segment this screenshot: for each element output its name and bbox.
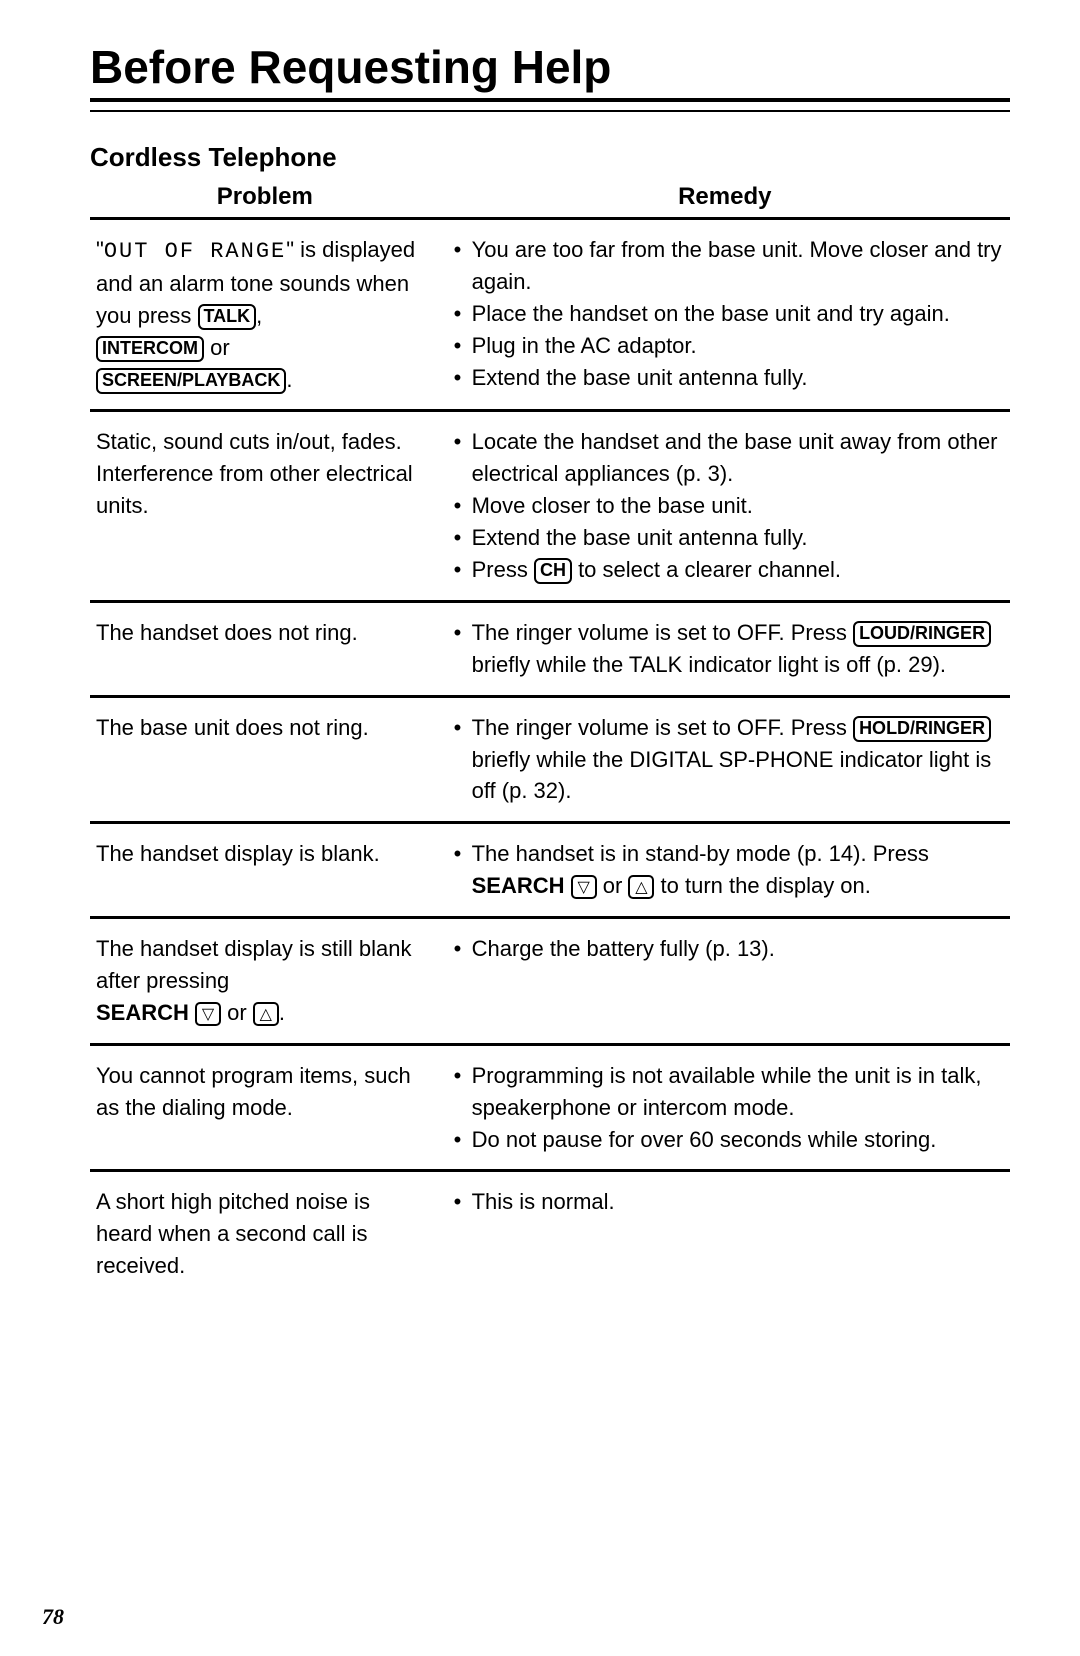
bullet-icon: • bbox=[454, 617, 472, 681]
up-arrow-icon: △ bbox=[253, 1002, 279, 1026]
remedy-text: The handset is in stand-by mode (p. 14).… bbox=[472, 838, 1010, 902]
text: The ringer volume is set to OFF. Press bbox=[472, 715, 853, 740]
text: The handset is in stand-by mode (p. 14).… bbox=[472, 841, 929, 866]
table-row: "OUT OF RANGE" is displayed and an alarm… bbox=[90, 220, 1010, 412]
problem-cell: The handset display is still blank after… bbox=[90, 933, 440, 1029]
problem-cell: "OUT OF RANGE" is displayed and an alarm… bbox=[90, 234, 440, 395]
text: briefly while the TALK indicator light i… bbox=[472, 652, 946, 677]
text: to turn the display on. bbox=[654, 873, 870, 898]
remedy-text: Do not pause for over 60 seconds while s… bbox=[472, 1124, 1010, 1156]
table-row: The handset does not ring. •The ringer v… bbox=[90, 603, 1010, 698]
problem-cell: A short high pitched noise is heard when… bbox=[90, 1186, 440, 1282]
text: or bbox=[597, 873, 629, 898]
subtitle: Cordless Telephone bbox=[90, 142, 1010, 173]
remedy-cell: •Locate the handset and the base unit aw… bbox=[440, 426, 1010, 585]
table-row: Static, sound cuts in/out, fades. Interf… bbox=[90, 412, 1010, 602]
problem-cell: Static, sound cuts in/out, fades. Interf… bbox=[90, 426, 440, 585]
ch-button-icon: CH bbox=[534, 558, 572, 584]
remedy-cell: •The ringer volume is set to OFF. Press … bbox=[440, 712, 1010, 808]
intercom-button-icon: INTERCOM bbox=[96, 336, 204, 362]
bullet-icon: • bbox=[454, 933, 472, 965]
remedy-text: Plug in the AC adaptor. bbox=[472, 330, 1010, 362]
remedy-text: Programming is not available while the u… bbox=[472, 1060, 1010, 1124]
text: . bbox=[279, 1000, 285, 1025]
text: " bbox=[96, 237, 104, 262]
remedy-text: You are too far from the base unit. Move… bbox=[472, 234, 1010, 298]
bullet-icon: • bbox=[454, 554, 472, 586]
troubleshooting-table: "OUT OF RANGE" is displayed and an alarm… bbox=[90, 217, 1010, 1296]
out-of-range-text: OUT OF RANGE bbox=[104, 239, 286, 264]
text: briefly while the DIGITAL SP-PHONE indic… bbox=[472, 747, 992, 804]
bullet-icon: • bbox=[454, 234, 472, 298]
col-header-problem: Problem bbox=[90, 183, 440, 211]
remedy-text: Move closer to the base unit. bbox=[472, 490, 1010, 522]
text: or bbox=[204, 335, 230, 360]
remedy-text: Charge the battery fully (p. 13). bbox=[472, 933, 1010, 965]
bullet-icon: • bbox=[454, 490, 472, 522]
screen-playback-button-icon: SCREEN/PLAYBACK bbox=[96, 368, 286, 394]
problem-cell: You cannot program items, such as the di… bbox=[90, 1060, 440, 1156]
search-label: SEARCH bbox=[96, 1000, 189, 1025]
bullet-icon: • bbox=[454, 298, 472, 330]
remedy-cell: •You are too far from the base unit. Mov… bbox=[440, 234, 1010, 395]
text: Press bbox=[472, 557, 534, 582]
remedy-text: This is normal. bbox=[472, 1186, 1010, 1218]
up-arrow-icon: △ bbox=[628, 875, 654, 899]
remedy-text: Extend the base unit antenna fully. bbox=[472, 362, 1010, 394]
down-arrow-icon: ▽ bbox=[195, 1002, 221, 1026]
table-row: A short high pitched noise is heard when… bbox=[90, 1172, 1010, 1296]
remedy-cell: •The ringer volume is set to OFF. Press … bbox=[440, 617, 1010, 681]
table-header: Problem Remedy bbox=[90, 179, 1010, 217]
down-arrow-icon: ▽ bbox=[571, 875, 597, 899]
remedy-text: Place the handset on the base unit and t… bbox=[472, 298, 1010, 330]
search-label: SEARCH bbox=[472, 873, 565, 898]
page-number: 78 bbox=[42, 1604, 64, 1630]
page-title: Before Requesting Help bbox=[90, 40, 1010, 94]
problem-cell: The handset display is blank. bbox=[90, 838, 440, 902]
remedy-text: Extend the base unit antenna fully. bbox=[472, 522, 1010, 554]
remedy-cell: •Programming is not available while the … bbox=[440, 1060, 1010, 1156]
text: . bbox=[286, 367, 292, 392]
table-row: The handset display is still blank after… bbox=[90, 919, 1010, 1046]
remedy-text: The ringer volume is set to OFF. Press H… bbox=[472, 712, 1010, 808]
remedy-cell: •The handset is in stand-by mode (p. 14)… bbox=[440, 838, 1010, 902]
remedy-text: Press CH to select a clearer channel. bbox=[472, 554, 1010, 586]
loud-ringer-button-icon: LOUD/RINGER bbox=[853, 621, 991, 647]
bullet-icon: • bbox=[454, 426, 472, 490]
bullet-icon: • bbox=[454, 1186, 472, 1218]
bullet-icon: • bbox=[454, 838, 472, 902]
bullet-icon: • bbox=[454, 1124, 472, 1156]
bullet-icon: • bbox=[454, 712, 472, 808]
title-underline2 bbox=[90, 110, 1010, 112]
col-header-remedy: Remedy bbox=[440, 183, 1010, 211]
talk-button-icon: TALK bbox=[198, 304, 257, 330]
text: The ringer volume is set to OFF. Press bbox=[472, 620, 853, 645]
table-row: The base unit does not ring. •The ringer… bbox=[90, 698, 1010, 825]
remedy-cell: •Charge the battery fully (p. 13). bbox=[440, 933, 1010, 1029]
remedy-text: The ringer volume is set to OFF. Press L… bbox=[472, 617, 1010, 681]
bullet-icon: • bbox=[454, 362, 472, 394]
table-row: You cannot program items, such as the di… bbox=[90, 1046, 1010, 1173]
text: The handset display is still blank after… bbox=[96, 936, 412, 993]
text: to select a clearer channel. bbox=[572, 557, 841, 582]
table-row: The handset display is blank. •The hands… bbox=[90, 824, 1010, 919]
title-underline bbox=[90, 98, 1010, 102]
hold-ringer-button-icon: HOLD/RINGER bbox=[853, 716, 991, 742]
problem-cell: The handset does not ring. bbox=[90, 617, 440, 681]
problem-cell: The base unit does not ring. bbox=[90, 712, 440, 808]
bullet-icon: • bbox=[454, 1060, 472, 1124]
remedy-cell: •This is normal. bbox=[440, 1186, 1010, 1282]
bullet-icon: • bbox=[454, 522, 472, 554]
bullet-icon: • bbox=[454, 330, 472, 362]
remedy-text: Locate the handset and the base unit awa… bbox=[472, 426, 1010, 490]
text: or bbox=[221, 1000, 253, 1025]
